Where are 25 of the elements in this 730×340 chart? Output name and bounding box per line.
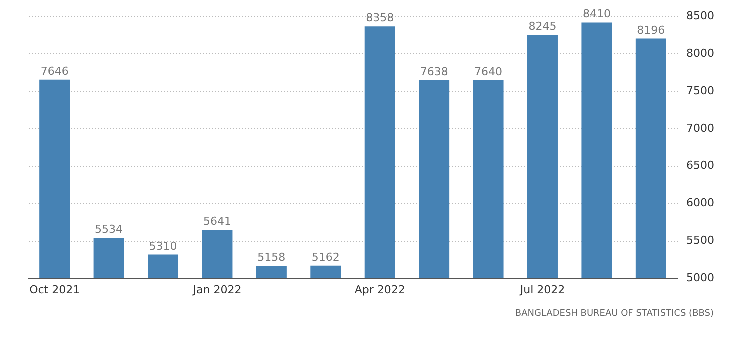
x-tick-label: Apr 2022 bbox=[354, 284, 406, 296]
x-tick-label: Oct 2021 bbox=[30, 284, 80, 296]
data-label: 5641 bbox=[203, 215, 232, 228]
y-tick-label: 6000 bbox=[686, 196, 714, 210]
y-tick-label: 8500 bbox=[686, 10, 714, 22]
x-tick-label: Jan 2022 bbox=[192, 284, 242, 296]
y-tick-label: 6500 bbox=[686, 159, 714, 172]
x-tick-label: Jul 2022 bbox=[519, 284, 566, 296]
data-label: 7638 bbox=[420, 66, 448, 79]
data-label: 5310 bbox=[149, 240, 178, 253]
y-tick-label: 5000 bbox=[686, 272, 714, 284]
text: BANGLADESH BUREAU OF STATISTICS (BBS) bbox=[515, 309, 714, 319]
y-tick-label: 7000 bbox=[686, 122, 714, 135]
y-tick-label: 7500 bbox=[686, 84, 714, 98]
data-label: 7646 bbox=[40, 64, 69, 78]
y-tick-label: 8000 bbox=[686, 46, 714, 60]
data-label: 5534 bbox=[95, 223, 124, 236]
data-label: 8358 bbox=[366, 12, 394, 25]
y-tick-label: 5500 bbox=[686, 234, 714, 248]
data-label: 5158 bbox=[258, 251, 286, 264]
data-label: 8245 bbox=[528, 20, 557, 34]
data-label: 8410 bbox=[582, 8, 611, 21]
data-label: 5162 bbox=[312, 250, 340, 264]
data-label: 8196 bbox=[637, 24, 666, 37]
data-label: 7640 bbox=[474, 65, 503, 78]
